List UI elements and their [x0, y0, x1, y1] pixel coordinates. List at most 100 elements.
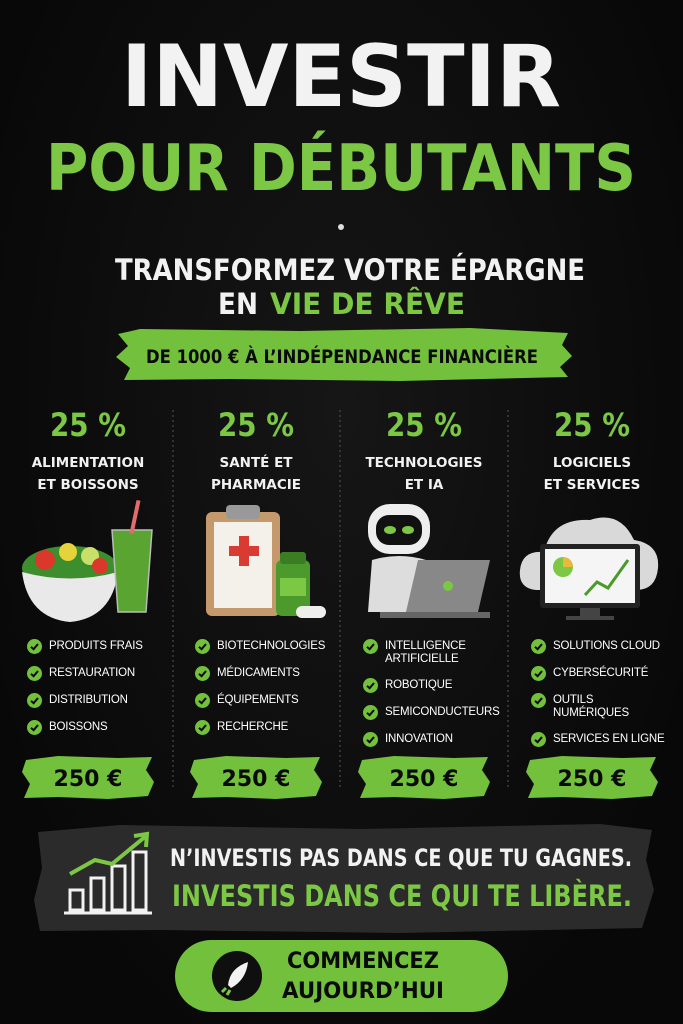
check-circle: [195, 693, 210, 708]
check-circle: [195, 639, 210, 654]
item-list: PRODUITS FRAIS RESTAURATION DISTRIBUTION BO…: [27, 639, 162, 735]
check-icon: [195, 639, 210, 654]
check-icon: [195, 666, 210, 681]
column-name: ET BOISSONS: [37, 477, 138, 493]
check-icon: [27, 693, 42, 708]
list-item: BOISSONS: [27, 720, 162, 735]
column-dividers: [172, 410, 509, 790]
item-text: BIOTECHNOLOGIES: [217, 640, 326, 652]
check-circle: [27, 639, 42, 654]
item-text: DISTRIBUTION: [49, 694, 128, 706]
title-line: INVESTIR: [121, 27, 561, 127]
column-percent: 25 %: [554, 406, 630, 444]
quote-band: [34, 824, 654, 933]
amount: 250 €: [222, 767, 291, 792]
check-mark: [198, 697, 207, 705]
banner-brush: [116, 328, 572, 381]
check-mark: [534, 643, 543, 651]
item-list: INTELLIGENCE ARTIFICIELLE ROBOTIQUE SEMICO…: [363, 639, 500, 747]
list-item: OUTILS NUMÉRIQUES: [531, 693, 666, 720]
item-text: CYBERSÉCURITÉ: [553, 667, 649, 679]
check-circle: [27, 693, 42, 708]
cta-button: [175, 940, 508, 1012]
title-line: POUR DÉBUTANTS: [46, 130, 636, 206]
check-circle: [195, 666, 210, 681]
list-item: ÉQUIPEMENTS: [195, 693, 330, 708]
check-icon: [531, 639, 546, 654]
check-mark: [30, 697, 39, 705]
check-icon: [27, 639, 42, 654]
column-percent: 25 %: [50, 406, 126, 444]
item-list: BIOTECHNOLOGIES MÉDICAMENTS ÉQUIPEMENTS REC…: [195, 639, 330, 735]
column-name: ET IA: [405, 477, 444, 493]
item-text: INTELLIGENCE ARTIFICIELLE: [385, 640, 466, 665]
check-circle: [363, 732, 378, 747]
list-item: ROBOTIQUE: [363, 678, 498, 693]
separator-dot: [338, 224, 344, 230]
column-percent: 25 %: [386, 406, 462, 444]
check-circle: [27, 666, 42, 681]
check-circle: [363, 639, 378, 654]
amount-brush: [22, 756, 154, 799]
check-icon: [531, 693, 546, 708]
item-text: OUTILS NUMÉRIQUES: [553, 694, 629, 719]
amount: 250 €: [54, 767, 123, 792]
item-text: RESTAURATION: [49, 667, 135, 679]
list-item: BIOTECHNOLOGIES: [195, 639, 330, 654]
column-name: ET SERVICES: [544, 477, 641, 493]
check-icon: [363, 705, 378, 720]
item-text: SERVICES EN LIGNE: [553, 733, 665, 745]
column-name: PHARMACIE: [211, 477, 301, 493]
check-mark: [198, 724, 207, 732]
subtitle: TRANSFORMEZ VOTRE ÉPARGNE: [115, 253, 585, 287]
list-item: RESTAURATION: [27, 666, 162, 681]
check-circle: [363, 705, 378, 720]
check-circle: [531, 639, 546, 654]
item-text: SOLUTIONS CLOUD: [553, 640, 660, 652]
subtitle-highlight: VIE DE RÊVE: [270, 287, 465, 321]
subtitle: EN: [218, 287, 258, 321]
column-name: LOGICIELS: [553, 455, 631, 471]
check-mark: [198, 643, 207, 651]
list-item: SOLUTIONS CLOUD: [531, 639, 666, 654]
check-circle: [195, 720, 210, 735]
check-mark: [30, 670, 39, 678]
cloud-icon: [519, 517, 659, 620]
check-mark: [30, 724, 39, 732]
check-icon: [363, 639, 378, 654]
list-item: MÉDICAMENTS: [195, 666, 330, 681]
check-circle: [27, 720, 42, 735]
item-text: SEMICONDUCTEURS: [385, 706, 500, 718]
check-circle: [531, 666, 546, 681]
amount: 250 €: [390, 767, 459, 792]
check-icon: [27, 666, 42, 681]
cta-text: COMMENCEZ: [287, 949, 439, 974]
item-text: BOISSONS: [49, 721, 108, 733]
column-name: SANTÉ ET: [219, 454, 293, 471]
list-item: PRODUITS FRAIS: [27, 639, 162, 654]
list-item: RECHERCHE: [195, 720, 330, 735]
check-mark: [366, 709, 375, 717]
food-icon: [22, 499, 153, 622]
rocket-icon: [220, 962, 248, 996]
check-mark: [366, 643, 375, 651]
item-text: ÉQUIPEMENTS: [217, 694, 299, 706]
quote-line: N’INVESTIS PAS DANS CE QUE TU GAGNES.: [170, 844, 632, 872]
robot-icon: [368, 504, 490, 618]
item-text: MÉDICAMENTS: [217, 667, 300, 679]
check-icon: [363, 732, 378, 747]
amount-brush: [190, 756, 322, 799]
amount: 250 €: [558, 767, 627, 792]
list-item: DISTRIBUTION: [27, 693, 162, 708]
check-icon: [363, 678, 378, 693]
banner-text: DE 1000 € À L’INDÉPENDANCE FINANCIÈRE: [146, 345, 538, 368]
growth-icon: [64, 831, 152, 915]
list-item: CYBERSÉCURITÉ: [531, 666, 666, 681]
list-item: SEMICONDUCTEURS: [363, 705, 500, 720]
cta-text: AUJOURD’HUI: [282, 979, 444, 1004]
check-circle: [531, 732, 546, 747]
list-item: INNOVATION: [363, 732, 498, 747]
check-icon: [531, 732, 546, 747]
item-text: ROBOTIQUE: [385, 679, 453, 691]
